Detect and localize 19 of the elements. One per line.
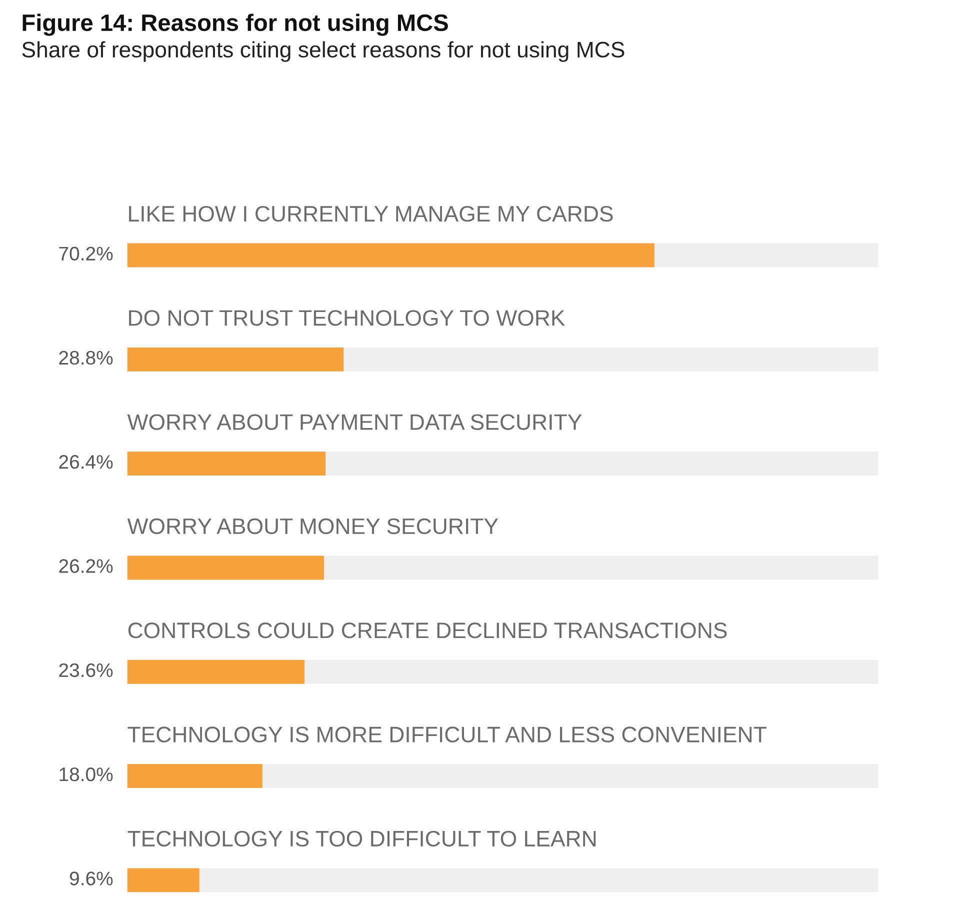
bar bbox=[127, 868, 200, 892]
data-label: 23.6% bbox=[59, 663, 113, 678]
y-tick-label: WORRY ABOUT MONEY SECURITY bbox=[127, 518, 498, 534]
chart-title: Figure 14: Reasons for not using MCS bbox=[22, 14, 448, 36]
y-tick-label: TECHNOLOGY IS TOO DIFFICULT TO LEARN bbox=[128, 830, 596, 847]
y-tick-label: WORRY ABOUT PAYMENT DATA SECURITY bbox=[127, 414, 582, 430]
data-label: 26.2% bbox=[59, 559, 113, 573]
y-tick-label: LIKE HOW I CURRENTLY MANAGE MY CARDS bbox=[129, 206, 613, 222]
data-label: 70.2% bbox=[59, 246, 113, 261]
y-tick-label: CONTROLS COULD CREATE DECLINED TRANSACTIONS bbox=[128, 622, 727, 638]
chart-subtitle: Share of respondents citing select reasons for not using MCS bbox=[22, 41, 624, 62]
data-label: 28.8% bbox=[59, 350, 113, 365]
y-tick-label: DO NOT TRUST TECHNOLOGY TO WORK bbox=[129, 310, 566, 326]
y-tick-label: TECHNOLOGY IS MORE DIFFICULT AND LESS CONVENIENT bbox=[128, 726, 766, 742]
bar bbox=[127, 764, 262, 788]
data-label: 9.6% bbox=[70, 872, 113, 886]
bar bbox=[127, 660, 304, 684]
data-label: 18.0% bbox=[60, 767, 113, 782]
data-label: 26.4% bbox=[59, 455, 113, 469]
